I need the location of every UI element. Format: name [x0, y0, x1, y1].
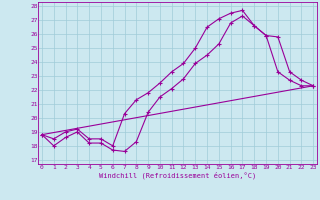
X-axis label: Windchill (Refroidissement éolien,°C): Windchill (Refroidissement éolien,°C)	[99, 171, 256, 179]
